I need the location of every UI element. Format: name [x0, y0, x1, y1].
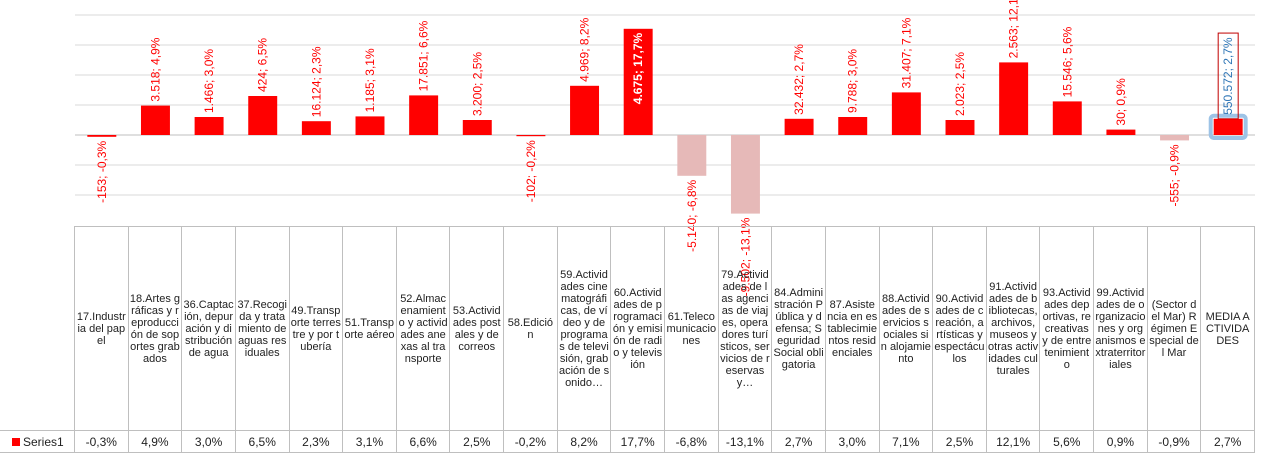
- table-value: 12,1%: [986, 431, 1041, 453]
- bar: [999, 62, 1029, 135]
- bar: [140, 105, 170, 135]
- bar: [194, 117, 224, 135]
- category-cell: MEDIA ACTIVIDADES: [1201, 226, 1255, 431]
- data-label: 3.518; 4,9%: [148, 37, 162, 101]
- legend-cell: Series1: [0, 431, 75, 453]
- category-cell: 36.Captación, depuración y distribución …: [182, 226, 236, 431]
- data-label: 1.466; 3,0%: [202, 49, 216, 113]
- table-value: 4,9%: [128, 431, 183, 453]
- bar: [838, 117, 868, 135]
- legend-label: Series1: [23, 434, 64, 449]
- table-value: 17,7%: [611, 431, 665, 453]
- bar: [248, 96, 278, 135]
- table-value: 2,7%: [1201, 431, 1255, 453]
- data-label: 16.124; 2,3%: [309, 46, 323, 117]
- data-label: 1.185; 3,1%: [363, 48, 377, 112]
- table-value: 3,0%: [182, 431, 236, 453]
- table-value: 5,6%: [1040, 431, 1095, 453]
- data-label: 32.432; 2,7%: [792, 44, 806, 115]
- bar: [945, 120, 975, 135]
- table-value: 3,0%: [825, 431, 880, 453]
- category-cell: 59.Actividades cinematográficas, de víde…: [557, 226, 612, 431]
- bar: [87, 135, 117, 137]
- data-label: 4.969; 8,2%: [578, 17, 592, 81]
- data-label: -102; -0,2%: [524, 140, 538, 202]
- table-value: -13,1%: [718, 431, 773, 453]
- category-cell: 52.Almacenamiento y actividades anexas a…: [396, 226, 451, 431]
- category-cell: 61.Telecomunicaciones: [665, 226, 719, 431]
- category-cell: 79.Actividades de las agencias de viajes…: [718, 226, 773, 431]
- bar: [409, 95, 439, 135]
- data-label: -9.502; -13,1%: [738, 217, 752, 296]
- category-cell: 49.Transporte terrestre y por tubería: [289, 226, 344, 431]
- bar: [891, 92, 921, 135]
- table-value: 8,2%: [557, 431, 612, 453]
- table-value: 2,7%: [772, 431, 826, 453]
- data-label: 31.407; 7,1%: [899, 17, 913, 88]
- bar: [1106, 129, 1136, 135]
- data-label: 424; 6,5%: [256, 38, 270, 92]
- bar: [516, 135, 546, 137]
- bar: [1160, 135, 1190, 141]
- category-cell: 17.Industria del papel: [75, 226, 129, 431]
- bar: [462, 120, 492, 135]
- category-cell: 90.Actividades de creación, artísticas y…: [933, 226, 987, 431]
- table-value: -0,3%: [75, 431, 129, 453]
- selection-glow: [1208, 113, 1248, 141]
- table-value: -6,8%: [665, 431, 719, 453]
- data-label: 2.563; 12,1%: [1007, 0, 1021, 58]
- table-value: 7,1%: [879, 431, 934, 453]
- category-cell: 99.Actividades de organizaciones y organ…: [1094, 226, 1148, 431]
- bar: [1213, 118, 1243, 135]
- bar: [623, 28, 653, 135]
- category-cell: 37.Recogida y tratamiento de aguas resid…: [235, 226, 290, 431]
- bar: [301, 121, 331, 135]
- category-cell: 51.Transporte aéreo: [343, 226, 397, 431]
- data-label: 4.675; 17,7%: [631, 32, 645, 104]
- data-label: -555; -0,9%: [1168, 144, 1182, 206]
- data-label: 2.023; 2,5%: [953, 52, 967, 116]
- data-label: 3.200; 2,5%: [470, 52, 484, 116]
- category-cell: 60.Actividades de programación y emisión…: [611, 226, 665, 431]
- label-box: [1217, 32, 1239, 120]
- table-value: -0,2%: [504, 431, 558, 453]
- table-value: -0,9%: [1147, 431, 1202, 453]
- table-value: 2,5%: [450, 431, 505, 453]
- data-label: 30; 0,9%: [1114, 78, 1128, 126]
- table-value: 2,3%: [289, 431, 344, 453]
- bar: [355, 116, 385, 135]
- bar: [1052, 101, 1082, 135]
- data-label: -5.140; -6,8%: [685, 179, 699, 251]
- data-label: 17.851; 6,6%: [417, 20, 431, 91]
- bar: [570, 85, 600, 135]
- category-cell: 87.Asistencia en establecimientos reside…: [825, 226, 880, 431]
- data-label: 9.788; 3,0%: [846, 49, 860, 113]
- table-value: 6,5%: [235, 431, 290, 453]
- category-cell: 53.Actividades postales y de correos: [450, 226, 505, 431]
- category-cell: (Sector del Mar) Régimen Especial del Ma…: [1147, 226, 1202, 431]
- category-cell: 93.Actividades deportivas, recreativas y…: [1040, 226, 1095, 431]
- category-cell: 91.Actividades de bibliotecas, archivos,…: [986, 226, 1041, 431]
- category-cell: 58.Edición: [504, 226, 558, 431]
- bar: [677, 135, 707, 176]
- table-value: 6,6%: [396, 431, 451, 453]
- table-left: [0, 226, 75, 431]
- table-value: 0,9%: [1094, 431, 1148, 453]
- category-cell: 84.Administración Pública y defensa; Seg…: [772, 226, 826, 431]
- data-label: -153; -0,3%: [95, 140, 109, 202]
- table-value: 3,1%: [343, 431, 397, 453]
- data-label: 15.546; 5,6%: [1060, 26, 1074, 97]
- table-value: 2,5%: [933, 431, 987, 453]
- category-cell: 88.Actividades de servicios sociales sin…: [879, 226, 934, 431]
- bar: [784, 118, 814, 135]
- bar: [730, 135, 760, 214]
- legend-swatch: [12, 437, 20, 446]
- data-label: 550.572; 2,7%: [1221, 37, 1235, 115]
- category-cell: 18.Artes gráficas y reproducción de sopo…: [128, 226, 183, 431]
